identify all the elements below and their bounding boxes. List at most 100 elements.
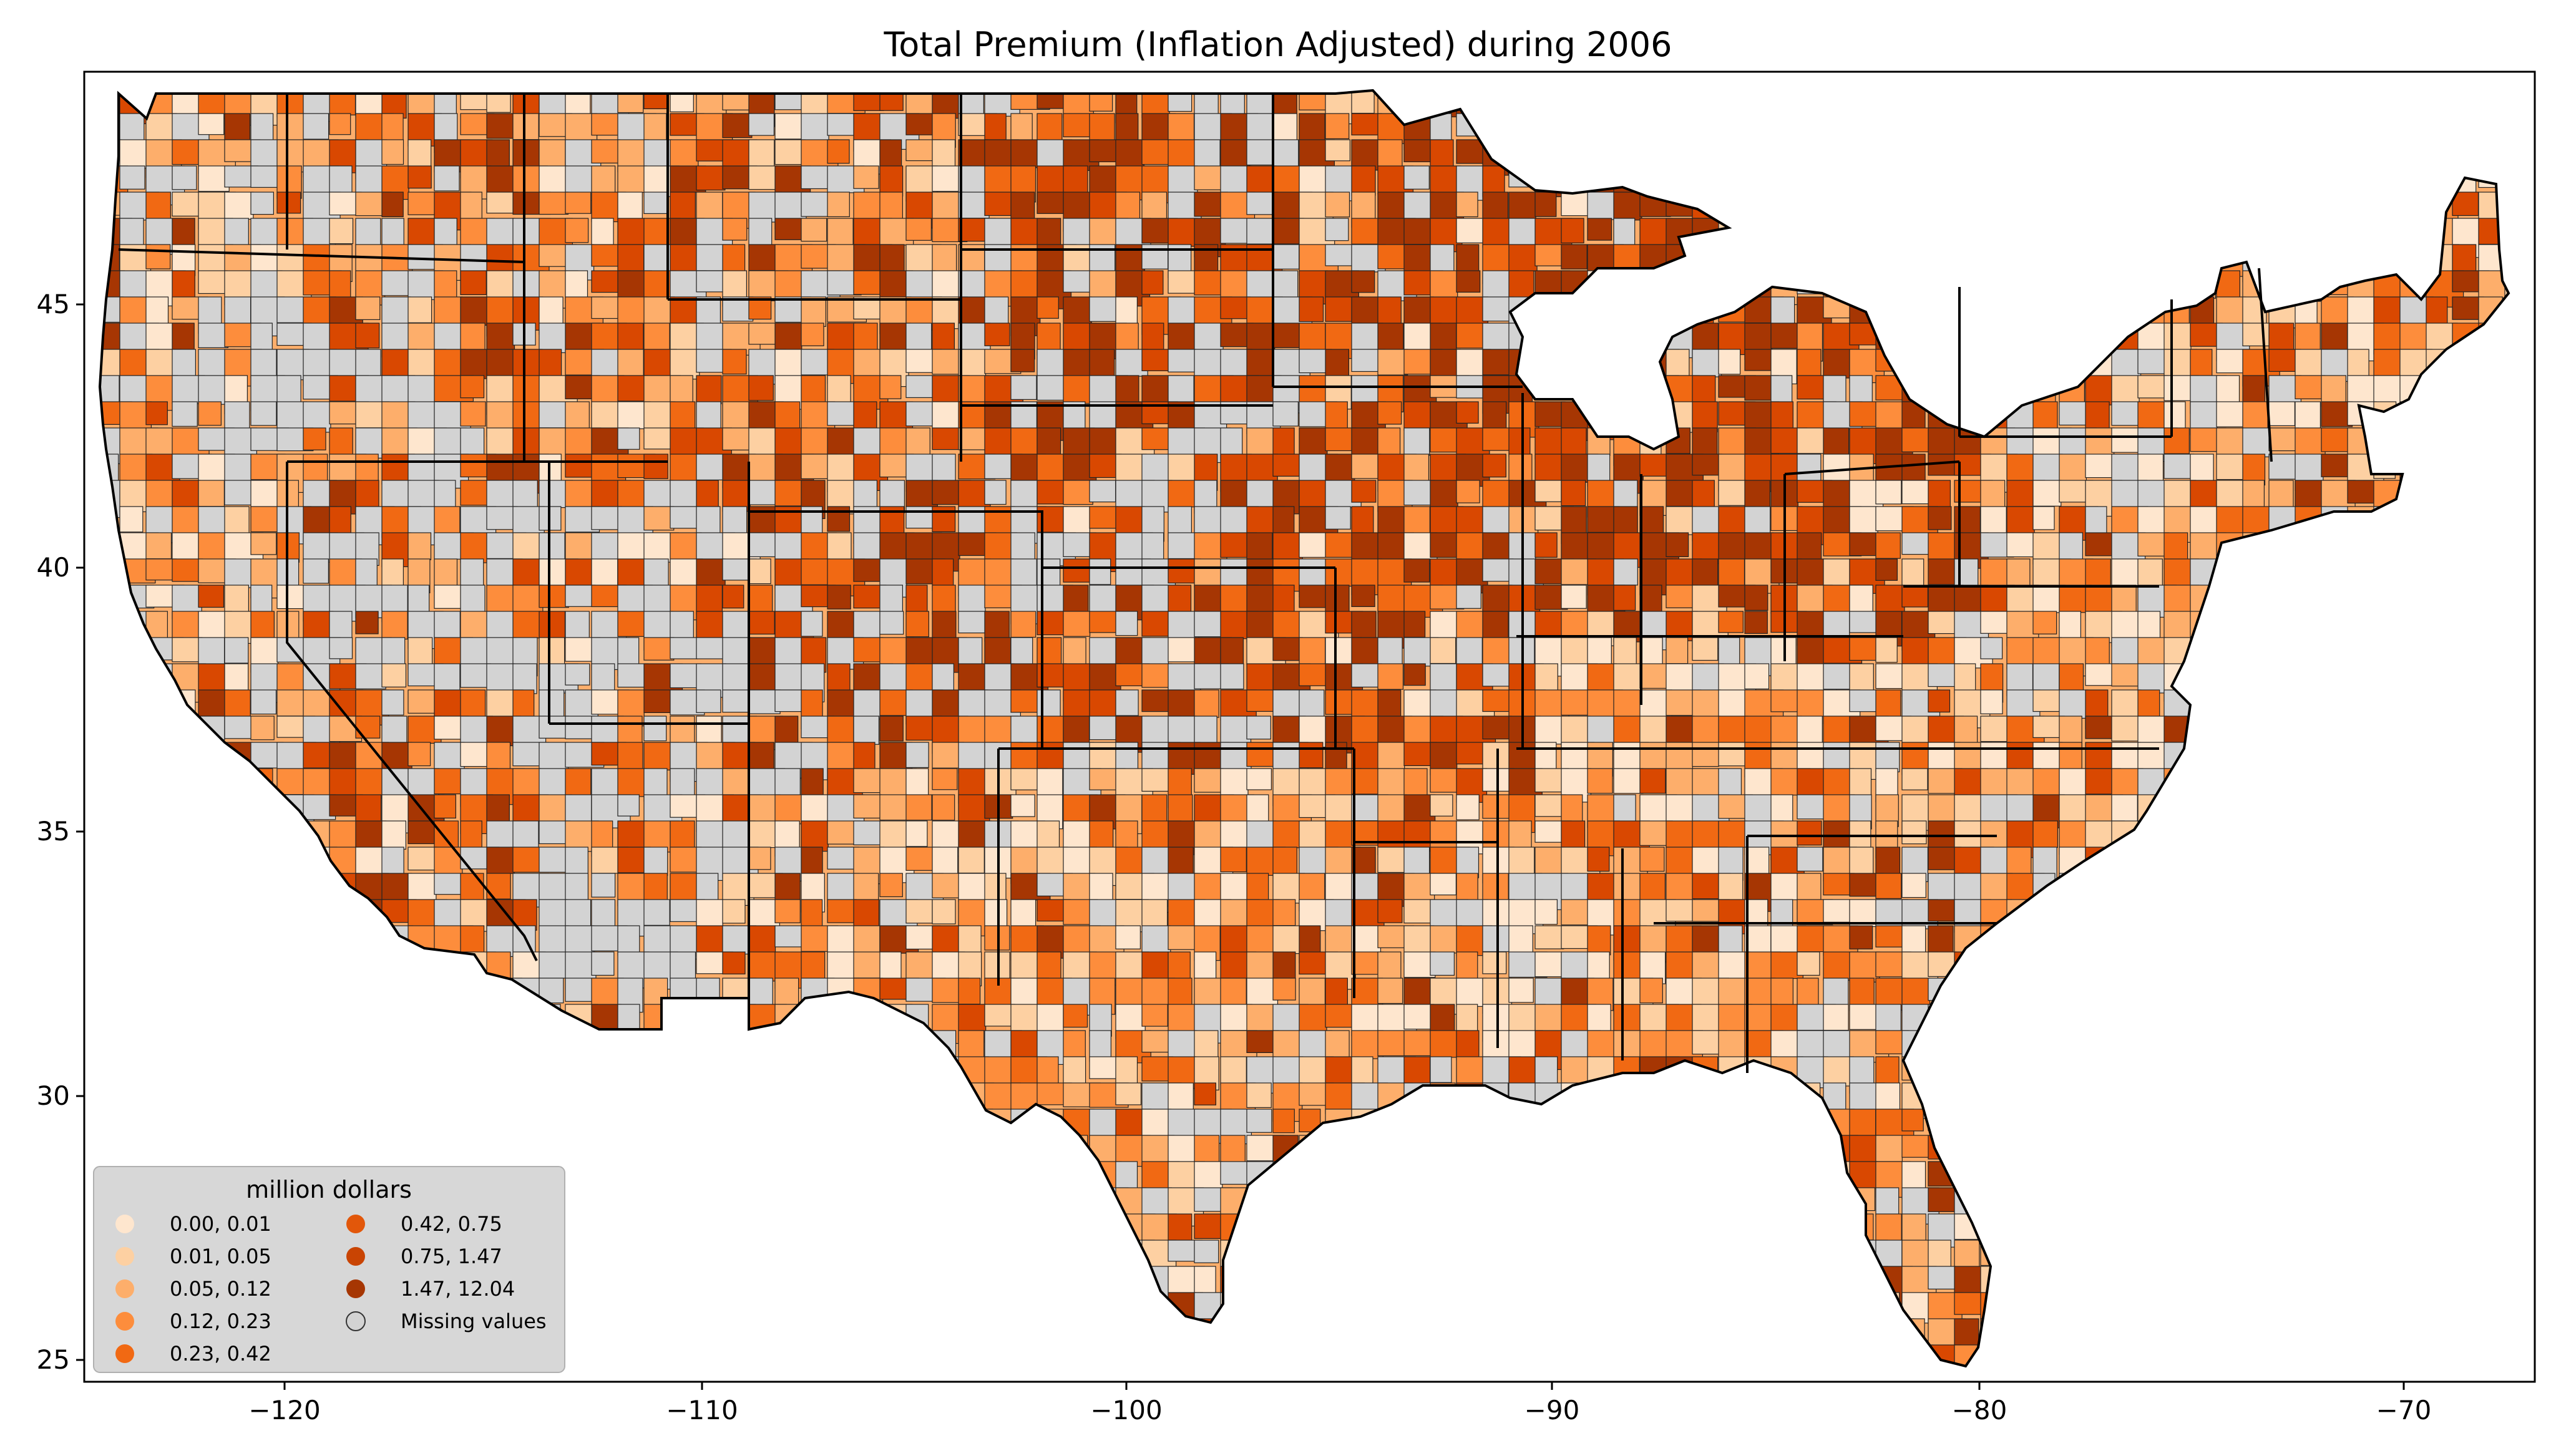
county-cell	[748, 375, 774, 401]
county-cell	[853, 427, 883, 457]
county-cell	[1561, 192, 1590, 216]
county-cell	[2059, 794, 2089, 825]
county-cell	[1666, 716, 1695, 747]
county-cell	[1037, 1056, 1059, 1087]
county-cell	[2452, 244, 2477, 271]
county-cell	[460, 585, 485, 616]
county-cell	[2111, 401, 2141, 426]
county-cell	[1010, 611, 1037, 638]
county-cell	[2268, 401, 2296, 427]
county-cell	[1534, 716, 1564, 745]
county-cell	[172, 558, 203, 582]
county-cell	[1980, 689, 2003, 714]
county-cell	[1561, 532, 1588, 561]
county-cell	[1797, 978, 1819, 1006]
county-cell	[1797, 951, 1820, 976]
county-cell	[905, 637, 935, 667]
county-cell	[1718, 873, 1744, 904]
county-cell	[198, 637, 225, 665]
county-cell	[643, 427, 672, 450]
county-cell	[1272, 899, 1296, 926]
county-cell	[1928, 689, 1951, 713]
county-cell	[1272, 978, 1296, 1001]
county-cell	[643, 192, 668, 215]
county-cell	[1063, 742, 1095, 769]
county-cell	[643, 506, 675, 531]
county-cell	[1141, 1004, 1168, 1027]
county-cell	[1037, 218, 1061, 245]
county-cell	[1299, 1004, 1327, 1032]
county-cell	[1246, 716, 1271, 740]
county-cell	[1875, 637, 1898, 663]
county-cell	[1272, 401, 1299, 427]
county-cell	[1115, 925, 1141, 949]
county-cell	[1823, 427, 1850, 458]
county-cell	[1980, 716, 2009, 742]
county-cell	[276, 689, 307, 717]
county-cell	[2032, 689, 2061, 712]
county-cell	[539, 323, 570, 354]
county-cell	[1141, 925, 1171, 955]
county-cell	[355, 611, 379, 634]
county-cell	[1875, 742, 1900, 772]
county-cell	[460, 663, 491, 688]
county-cell	[355, 716, 381, 739]
county-cell	[958, 978, 981, 1005]
county-cell	[1194, 1240, 1219, 1263]
county-cell	[932, 899, 956, 925]
county-cell	[591, 139, 621, 164]
county-cell	[2163, 427, 2190, 454]
county-cell	[1115, 689, 1139, 716]
county-cell	[722, 349, 747, 375]
county-cell	[1168, 375, 1194, 406]
county-cell	[1246, 165, 1277, 197]
county-cell	[984, 323, 1010, 346]
county-cell	[355, 768, 386, 799]
county-cell	[1141, 951, 1169, 983]
county-cell	[2242, 454, 2266, 486]
county-cell	[1666, 899, 1694, 922]
county-cell	[1744, 349, 1773, 371]
county-cell	[329, 611, 353, 641]
county-cell	[434, 794, 457, 819]
county-cell	[1954, 1292, 1985, 1315]
county-cell	[801, 218, 827, 242]
county-cell	[1587, 847, 1610, 872]
county-cell	[984, 611, 1010, 642]
county-cell	[303, 401, 331, 433]
county-cell	[1875, 585, 1905, 616]
county-cell	[1770, 1004, 1802, 1035]
county-cell	[1744, 611, 1768, 634]
county-cell	[565, 794, 592, 823]
county-cell	[119, 165, 145, 190]
county-cell	[1246, 532, 1273, 563]
county-cell	[407, 296, 432, 324]
county-cell	[224, 585, 250, 614]
county-cell	[2216, 506, 2245, 535]
county-cell	[2268, 323, 2295, 354]
county-cell	[1403, 165, 1430, 190]
county-cell	[1351, 375, 1382, 402]
county-cell	[879, 611, 904, 635]
county-cell	[434, 165, 460, 192]
county-cell	[1534, 847, 1565, 876]
county-cell	[617, 165, 648, 193]
county-cell	[984, 558, 1014, 587]
county-cell	[1875, 1213, 1902, 1242]
county-cell	[1063, 611, 1091, 637]
county-cell	[1063, 716, 1090, 744]
county-cell	[748, 611, 775, 635]
county-cell	[827, 716, 854, 745]
county-cell	[1613, 192, 1642, 221]
county-cell	[1718, 978, 1746, 1006]
county-cell	[1456, 1030, 1480, 1060]
county-cell	[643, 847, 668, 876]
county-cell	[2163, 454, 2195, 479]
county-cell	[539, 532, 565, 565]
county-cell	[1272, 637, 1303, 661]
county-cell	[1325, 192, 1350, 218]
county-cell	[643, 480, 674, 508]
county-cell	[1561, 637, 1593, 666]
county-cell	[1456, 401, 1479, 424]
